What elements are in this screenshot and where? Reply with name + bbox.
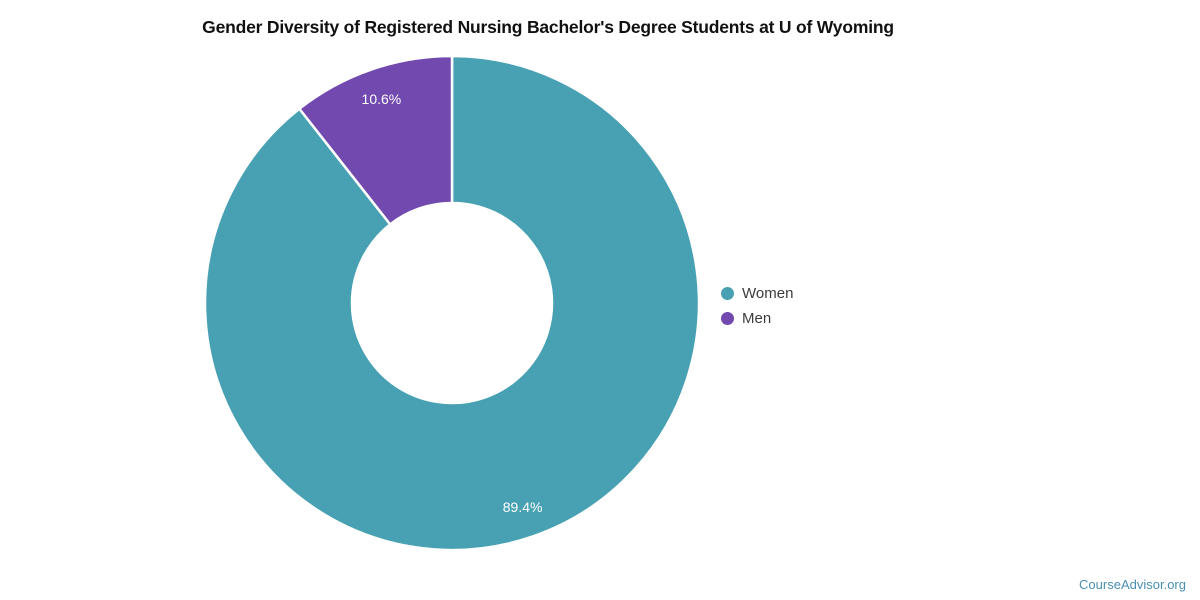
legend: Women Men	[721, 281, 793, 331]
donut-slice-men	[298, 54, 454, 226]
legend-item-women: Women	[721, 281, 793, 306]
slice-label-women: 89.4%	[503, 499, 543, 515]
legend-marker-women-icon	[721, 287, 734, 300]
legend-marker-men-icon	[721, 312, 734, 325]
chart-title: Gender Diversity of Registered Nursing B…	[202, 17, 894, 37]
legend-item-men: Men	[721, 306, 793, 331]
legend-label-men: Men	[742, 310, 772, 327]
donut-slice-women	[203, 54, 701, 552]
courseadvisor-link[interactable]: CourseAdvisor.org	[1079, 577, 1186, 592]
legend-label-women: Women	[742, 285, 794, 302]
slice-label-men: 10.6%	[362, 91, 402, 107]
